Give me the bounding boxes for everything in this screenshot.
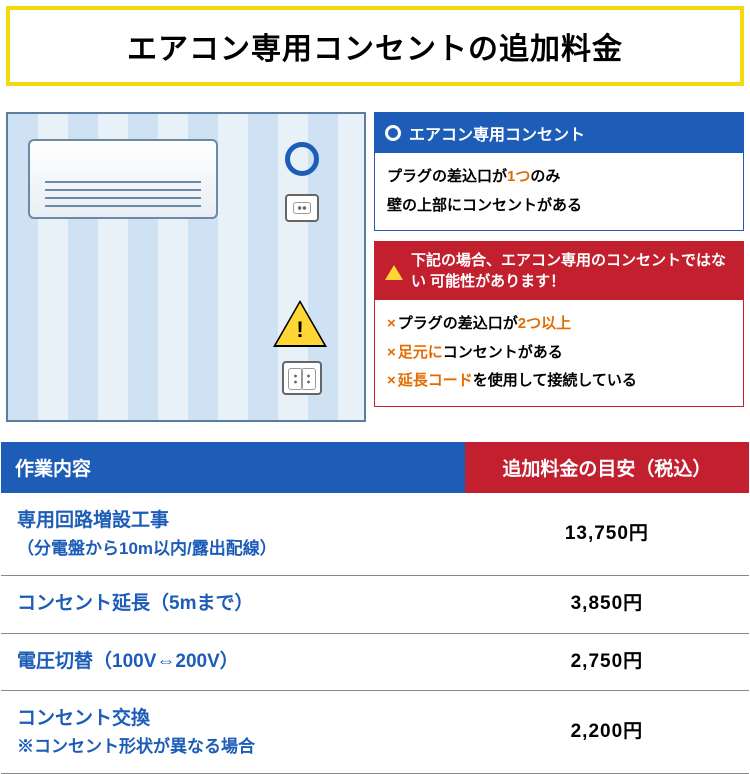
not-dedicated-heading-text: 下記の場合、エアコン専用のコンセントではない 可能性があります！: [411, 250, 733, 292]
work-cell: コンセント延長（5mまで）: [1, 576, 465, 634]
table-row: コンセント延長（5mまで） 3,850円: [1, 576, 749, 634]
price-cell: 2,200円: [465, 691, 749, 774]
dedicated-outlet-heading: エアコン専用コンセント: [375, 113, 743, 153]
warning-triangle-icon: [276, 303, 324, 345]
ac-unit-icon: [28, 139, 218, 219]
work-cell: コンセント交換 ※コンセント形状が異なる場合: [1, 691, 465, 774]
bad-item-0: ×プラグの差込口が2つ以上: [387, 310, 731, 339]
circle-icon: [385, 125, 401, 141]
price-cell: 13,750円: [465, 493, 749, 576]
not-dedicated-heading: 下記の場合、エアコン専用のコンセントではない 可能性があります！: [375, 242, 743, 300]
pricing-table: 作業内容 追加料金の目安（税込） 専用回路増設工事 （分電盤から10m以内/露出…: [1, 442, 749, 774]
pricing-tbody: 専用回路増設工事 （分電盤から10m以内/露出配線） 13,750円 コンセント…: [1, 493, 749, 774]
col-price-header: 追加料金の目安（税込）: [465, 442, 749, 493]
table-row: 専用回路増設工事 （分電盤から10m以内/露出配線） 13,750円: [1, 493, 749, 576]
bad-item-1: ×足元にコンセントがある: [387, 339, 731, 368]
price-cell: 2,750円: [465, 633, 749, 691]
single-outlet-icon: [285, 194, 319, 222]
col-work-header: 作業内容: [1, 442, 465, 493]
work-cell: 専用回路増設工事 （分電盤から10m以内/露出配線）: [1, 493, 465, 576]
warning-icon: [385, 265, 403, 280]
price-cell: 3,850円: [465, 576, 749, 634]
work-cell: 電圧切替（100V⇔200V）: [1, 633, 465, 691]
dedicated-outlet-info-box: エアコン専用コンセント プラグの差込口が1つのみ 壁の上部にコンセントがある: [374, 112, 744, 231]
page-title: エアコン専用コンセントの追加料金: [6, 6, 744, 86]
not-dedicated-warning-box: 下記の場合、エアコン専用のコンセントではない 可能性があります！ ×プラグの差込…: [374, 241, 744, 407]
not-dedicated-list: ×プラグの差込口が2つ以上 ×足元にコンセントがある ×延長コードを使用して接続…: [375, 300, 743, 406]
double-outlet-icon: [282, 361, 322, 395]
table-row: 電圧切替（100V⇔200V） 2,750円: [1, 633, 749, 691]
table-row: コンセント交換 ※コンセント形状が異なる場合 2,200円: [1, 691, 749, 774]
bad-item-2: ×延長コードを使用して接続している: [387, 367, 731, 396]
ok-circle-icon: [285, 142, 319, 176]
good-line-2: 壁の上部にコンセントがある: [387, 192, 731, 221]
good-line-1: プラグの差込口が1つのみ: [387, 163, 731, 192]
ac-illustration: [6, 112, 366, 422]
dedicated-outlet-heading-text: エアコン専用コンセント: [409, 121, 585, 145]
